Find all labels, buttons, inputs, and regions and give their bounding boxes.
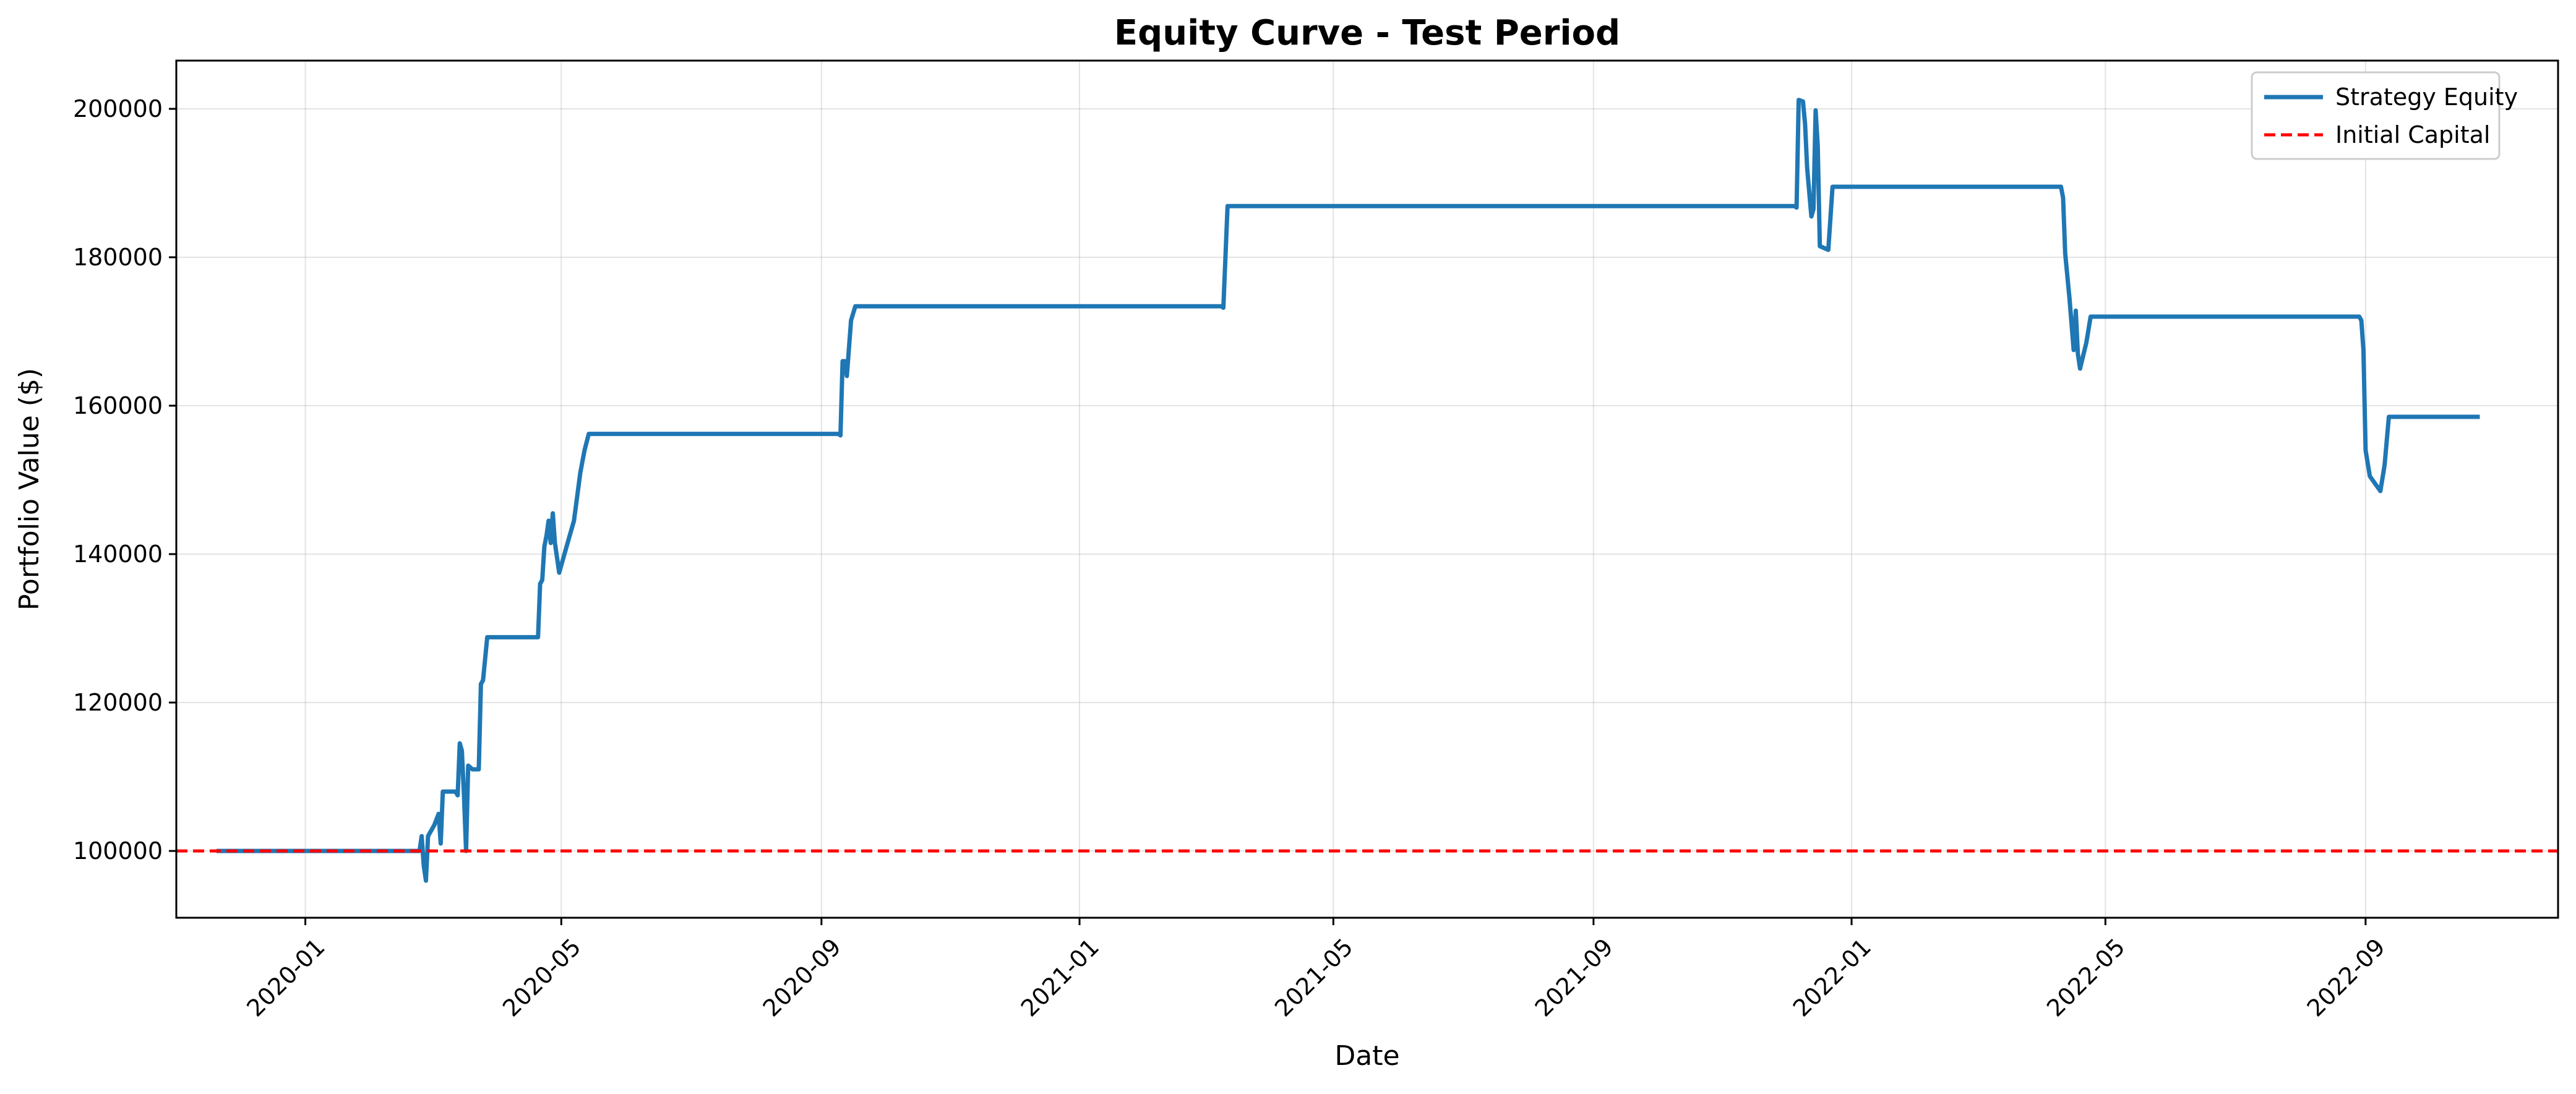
legend-box <box>2251 71 2501 160</box>
y-tick-label: 180000 <box>73 244 163 271</box>
y-tick-label: 140000 <box>73 541 163 568</box>
y-axis-title: Portfolio Value ($) <box>14 368 45 610</box>
strategy-equity-line <box>217 98 2480 883</box>
chart-title: Equity Curve - Test Period <box>1114 13 1620 53</box>
legend: Strategy Equity Initial Capital <box>2251 71 2518 160</box>
y-tick-label: 120000 <box>73 689 163 716</box>
y-tick-label: 200000 <box>73 95 163 122</box>
grid <box>176 61 2558 918</box>
series-layer <box>176 98 2558 883</box>
legend-label-initial-capital: Initial Capital <box>2335 121 2490 148</box>
y-tick-label: 100000 <box>73 837 163 865</box>
plot-frame <box>175 59 2559 919</box>
x-axis-title: Date <box>1334 1040 1399 1072</box>
y-tick-label: 160000 <box>73 392 163 419</box>
legend-label-strategy-equity: Strategy Equity <box>2335 83 2518 111</box>
